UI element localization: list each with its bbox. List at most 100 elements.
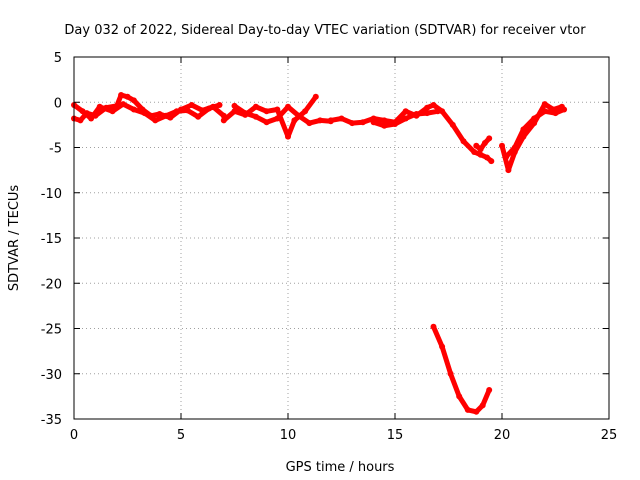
data-point xyxy=(118,92,125,98)
grid-layer xyxy=(74,57,609,419)
data-point xyxy=(531,115,538,122)
data-point xyxy=(473,142,480,149)
series-track-10 xyxy=(503,106,568,160)
data-point xyxy=(424,110,431,117)
y-tick-label: -30 xyxy=(41,368,62,383)
y-tick-label: -35 xyxy=(41,413,62,428)
data-point xyxy=(552,110,559,117)
data-point xyxy=(359,119,366,126)
data-point xyxy=(541,108,548,115)
data-point xyxy=(424,104,431,111)
y-tick-label: -10 xyxy=(41,187,62,202)
data-point xyxy=(109,108,116,115)
data-point xyxy=(274,115,281,122)
y-tick-label: -25 xyxy=(41,323,62,338)
data-point xyxy=(327,117,334,124)
data-point xyxy=(285,103,291,110)
y-tick-label: -5 xyxy=(49,142,62,157)
data-point xyxy=(460,138,467,145)
data-point xyxy=(338,115,345,122)
series-line xyxy=(232,103,334,126)
series-layer xyxy=(71,92,568,415)
data-point xyxy=(130,97,137,104)
data-point xyxy=(447,370,454,377)
data-point xyxy=(481,140,488,146)
data-point xyxy=(274,106,281,113)
data-point xyxy=(205,105,212,112)
data-point xyxy=(252,103,259,110)
data-point xyxy=(163,112,169,119)
series-track-2 xyxy=(71,101,223,124)
data-point xyxy=(370,119,377,126)
data-point xyxy=(263,108,270,115)
data-point xyxy=(220,117,227,124)
data-point xyxy=(477,146,484,153)
data-point xyxy=(88,115,95,122)
data-point xyxy=(479,402,486,409)
chart-title: Day 032 of 2022, Sidereal Day-to-day VTE… xyxy=(64,23,586,38)
data-point xyxy=(285,133,291,140)
tick-layer: 0 5 10 15 20 25 5 0 -5 -10 -15 -20 -25 -30 -35 xyxy=(41,51,618,443)
data-point xyxy=(79,108,86,115)
data-point xyxy=(561,106,568,113)
y-tick-label: -20 xyxy=(41,277,62,292)
data-point xyxy=(402,115,409,122)
data-point xyxy=(173,108,180,115)
data-point xyxy=(317,117,324,124)
data-point xyxy=(488,158,495,165)
series-track-8 xyxy=(430,323,493,415)
data-point xyxy=(216,102,223,108)
x-tick-label: 5 xyxy=(177,428,185,443)
data-point xyxy=(77,117,84,124)
data-point xyxy=(449,121,456,128)
data-point xyxy=(252,113,259,120)
data-point xyxy=(312,93,319,100)
data-point xyxy=(152,117,159,124)
data-point xyxy=(484,154,490,161)
data-point xyxy=(381,122,388,129)
data-point xyxy=(439,108,446,115)
y-tick-label: 5 xyxy=(54,51,62,66)
x-tick-label: 0 xyxy=(70,428,78,443)
y-tick-label: 0 xyxy=(54,96,62,111)
series-track-7 xyxy=(473,135,493,153)
data-point xyxy=(242,110,249,117)
data-point xyxy=(520,126,527,133)
data-point xyxy=(349,120,356,127)
data-point xyxy=(295,112,302,119)
data-point xyxy=(471,149,478,155)
data-point xyxy=(439,343,446,350)
data-point xyxy=(231,102,238,109)
data-point xyxy=(413,111,420,117)
data-point xyxy=(130,106,137,113)
data-point xyxy=(477,151,484,158)
data-point xyxy=(291,117,298,124)
data-point xyxy=(381,117,388,124)
data-point xyxy=(402,108,409,115)
data-point xyxy=(120,101,127,108)
data-point xyxy=(505,167,512,174)
series-line xyxy=(328,102,494,164)
data-point xyxy=(434,108,441,115)
x-tick-label: 15 xyxy=(387,428,404,443)
series-line xyxy=(431,324,492,415)
data-point xyxy=(124,93,131,100)
data-point xyxy=(473,408,480,415)
data-point xyxy=(188,102,195,108)
data-point xyxy=(430,323,437,330)
x-tick-label: 20 xyxy=(494,428,511,443)
data-point xyxy=(541,101,548,108)
data-point xyxy=(141,110,148,117)
y-tick-label: -15 xyxy=(41,232,62,247)
x-axis-label: GPS time / hours xyxy=(286,460,395,475)
data-point xyxy=(306,120,313,127)
y-axis-label: SDTVAR / TECUs xyxy=(7,185,22,292)
data-point xyxy=(302,108,309,115)
data-point xyxy=(96,103,103,110)
data-point xyxy=(456,393,463,400)
data-point xyxy=(503,153,510,160)
series-track-5 xyxy=(327,102,495,165)
data-point xyxy=(195,113,202,120)
data-point xyxy=(464,406,471,413)
